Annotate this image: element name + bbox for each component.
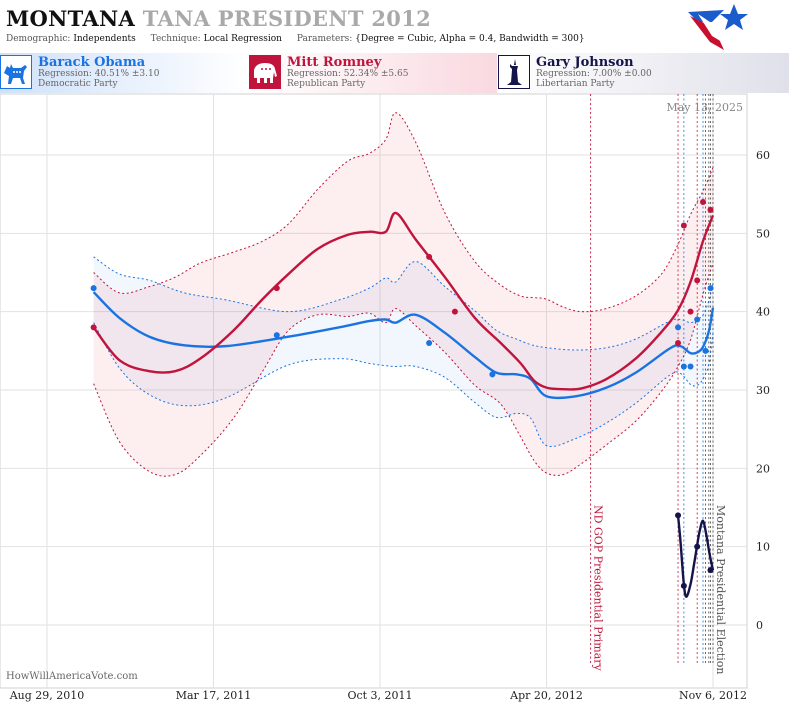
trend-lines: [92, 211, 715, 598]
poll-point: [675, 340, 682, 346]
poll-points: [90, 199, 714, 589]
y-tick-label: 0: [756, 619, 763, 632]
title-rest: TANA PRESIDENT 2012: [142, 6, 432, 31]
upper-bound-line: [93, 112, 714, 313]
poll-point: [687, 363, 694, 370]
technique-value: Local Regression: [203, 34, 282, 44]
confidence-band: [93, 256, 714, 447]
title-state: MONTANA: [6, 6, 136, 31]
x-tick-label: Aug 29, 2010: [9, 689, 85, 702]
poll-point: [694, 316, 701, 323]
poll-point: [273, 332, 280, 339]
parameters-line: Demographic: Independents Technique: Loc…: [6, 34, 585, 44]
legend-johnson: Gary Johnson Regression: 7.00% ±0.00 Lib…: [498, 53, 789, 93]
header: MONTANA TANA PRESIDENT 2012 Demographic:…: [0, 0, 789, 52]
candidate-regression: Regression: 52.34% ±5.65: [287, 69, 409, 79]
poll-point: [426, 340, 433, 346]
candidate-regression: Regression: 7.00% ±0.00: [536, 69, 652, 79]
poll-point: [489, 371, 496, 378]
lower-bound-line: [93, 322, 714, 447]
y-tick-label: 20: [756, 462, 770, 475]
statue-of-liberty-icon: [498, 55, 530, 89]
x-axis-ticks: Aug 29, 2010 Mar 17, 2011 Oct 3, 2011 Apr 2…: [9, 689, 747, 702]
trend-line: [92, 211, 715, 391]
poll-point: [700, 199, 707, 205]
poll-point: [687, 308, 694, 315]
candidate-name: Gary Johnson: [536, 55, 634, 70]
page-title: MONTANA TANA PRESIDENT 2012: [6, 6, 431, 31]
donkey-icon: [0, 55, 32, 89]
elephant-icon: [249, 55, 281, 89]
x-tick-label: Nov 6, 2012: [679, 689, 747, 702]
legend-obama: Barack Obama Regression: 40.51% ±3.10 De…: [0, 53, 248, 93]
confidence-band: [93, 112, 714, 477]
poll-point: [675, 512, 682, 519]
event-lines: [590, 94, 714, 665]
demographic-value: Independents: [73, 34, 136, 44]
poll-point: [694, 277, 701, 284]
parameters-label: Parameters:: [296, 34, 353, 44]
candidate-name: Barack Obama: [38, 55, 146, 70]
legend-romney: Mitt Romney Regression: 52.34% ±5.65 Rep…: [249, 53, 497, 93]
y-tick-label: 30: [756, 384, 770, 397]
candidate-legend: Barack Obama Regression: 40.51% ±3.10 De…: [0, 53, 789, 93]
upper-bound-line: [93, 256, 714, 351]
y-tick-label: 10: [756, 541, 770, 554]
date-stamp: May 13, 2025: [666, 101, 743, 114]
trend-line: [676, 515, 715, 598]
y-tick-label: 60: [756, 149, 770, 162]
poll-point: [707, 206, 714, 213]
parameters-value: {Degree = Cubic, Alpha = 0.4, Bandwidth …: [355, 34, 585, 44]
poll-point: [273, 285, 280, 292]
x-tick-label: Apr 20, 2012: [509, 689, 583, 702]
poll-point: [707, 567, 714, 574]
lower-bound-line: [93, 262, 714, 477]
trend-line: [92, 291, 715, 400]
x-tick-label: Oct 3, 2011: [347, 689, 412, 702]
poll-point: [680, 222, 687, 229]
candidate-regression: Regression: 40.51% ±3.10: [38, 69, 160, 79]
star-flag-logo-icon: [688, 4, 748, 50]
y-tick-label: 50: [756, 227, 770, 240]
poll-point: [702, 347, 709, 354]
poll-point: [451, 308, 458, 315]
event-annotations: ND GOP Presidential Primary Montana Presi…: [592, 505, 727, 674]
y-gridlines: [0, 154, 747, 626]
poll-point: [90, 324, 97, 331]
event-label: ND GOP Presidential Primary: [592, 505, 605, 672]
poll-point: [426, 253, 433, 260]
event-label: Montana Presidential Election: [714, 505, 727, 674]
y-tick-label: 40: [756, 306, 770, 319]
poll-point: [694, 543, 701, 550]
poll-point: [680, 582, 687, 589]
candidate-party: Democratic Party: [38, 79, 118, 89]
poll-point: [675, 324, 682, 331]
poll-point: [90, 285, 97, 292]
candidate-party: Republican Party: [287, 79, 366, 89]
poll-point: [707, 285, 714, 292]
demographic-label: Demographic:: [6, 34, 71, 44]
x-tick-label: Mar 17, 2011: [176, 689, 252, 702]
candidate-party: Libertarian Party: [536, 79, 615, 89]
y-axis-ticks: 0 10 20 30 40 50 60: [756, 149, 770, 632]
confidence-bounds: [93, 112, 714, 477]
watermark: HowWillAmericaVote.com: [6, 671, 138, 682]
plot-frame: [0, 93, 748, 689]
poll-point: [680, 363, 687, 370]
candidate-name: Mitt Romney: [287, 55, 382, 70]
technique-label: Technique:: [150, 34, 201, 44]
confidence-bands: [93, 112, 714, 477]
